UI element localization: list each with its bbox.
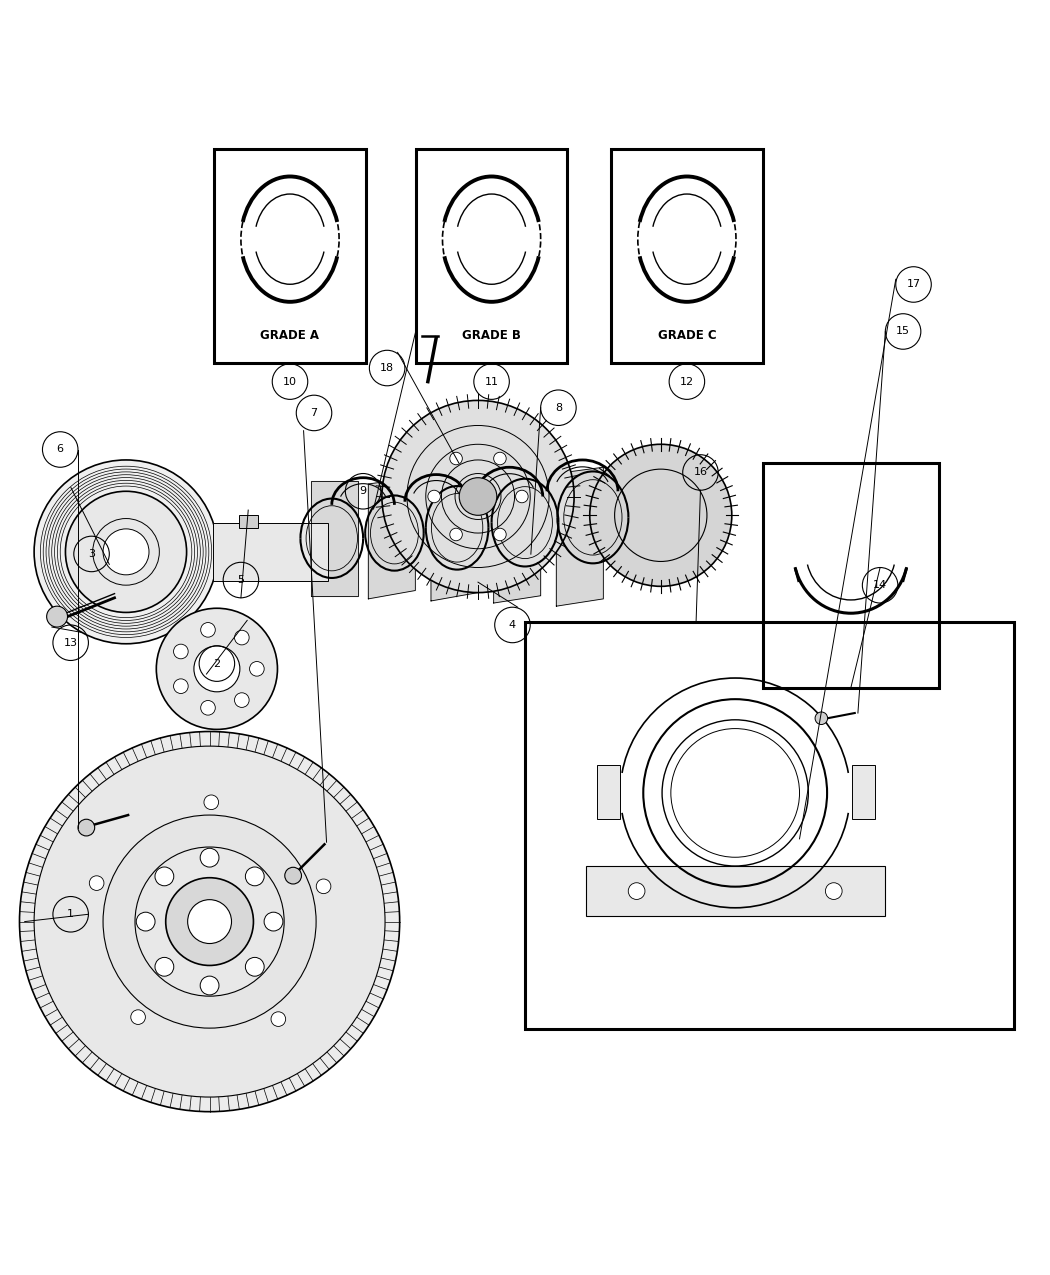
Circle shape (103, 529, 149, 575)
Bar (611, 149, 762, 363)
Text: 8: 8 (554, 403, 562, 413)
Bar (525, 622, 1014, 1029)
Circle shape (494, 528, 506, 541)
Polygon shape (430, 473, 478, 601)
Circle shape (78, 820, 94, 836)
Circle shape (46, 606, 67, 627)
Circle shape (131, 1010, 145, 1024)
Circle shape (194, 646, 239, 692)
Text: GRADE B: GRADE B (462, 329, 521, 342)
Circle shape (188, 900, 231, 944)
Circle shape (590, 444, 732, 586)
Circle shape (34, 746, 385, 1096)
Polygon shape (369, 478, 416, 599)
Circle shape (449, 528, 462, 541)
Text: 17: 17 (906, 279, 921, 289)
Circle shape (316, 878, 331, 894)
Text: 5: 5 (237, 575, 245, 585)
Text: 3: 3 (88, 550, 96, 558)
Circle shape (103, 815, 316, 1028)
Bar (416, 149, 567, 363)
Circle shape (449, 453, 462, 465)
Bar (597, 765, 621, 819)
Circle shape (20, 732, 400, 1112)
Circle shape (201, 700, 215, 715)
Text: 7: 7 (311, 408, 317, 418)
Circle shape (271, 1012, 286, 1026)
Text: 15: 15 (896, 326, 910, 337)
Text: 18: 18 (380, 363, 394, 374)
Text: 9: 9 (359, 486, 366, 496)
Circle shape (382, 400, 574, 593)
Circle shape (204, 796, 218, 810)
Text: 4: 4 (509, 620, 516, 630)
Circle shape (201, 622, 215, 638)
Circle shape (265, 912, 282, 931)
Circle shape (516, 490, 528, 502)
Polygon shape (556, 467, 604, 606)
Circle shape (155, 958, 174, 977)
Circle shape (155, 867, 174, 886)
Text: 6: 6 (57, 445, 64, 454)
Circle shape (201, 848, 219, 867)
Polygon shape (311, 481, 358, 595)
Bar (586, 866, 884, 917)
Circle shape (246, 958, 265, 977)
Circle shape (173, 678, 188, 694)
Bar (213, 523, 328, 581)
Circle shape (136, 912, 155, 931)
Text: GRADE A: GRADE A (260, 329, 319, 342)
Circle shape (459, 478, 497, 515)
Text: 12: 12 (679, 376, 694, 386)
Circle shape (250, 662, 265, 676)
Text: 13: 13 (64, 638, 78, 648)
Text: 16: 16 (693, 468, 708, 477)
Text: 2: 2 (213, 659, 220, 668)
Circle shape (156, 608, 277, 729)
Circle shape (494, 453, 506, 465)
Circle shape (628, 882, 645, 899)
Circle shape (246, 867, 265, 886)
Circle shape (166, 877, 253, 965)
Bar (763, 463, 939, 687)
Text: GRADE C: GRADE C (657, 329, 716, 342)
Circle shape (65, 491, 187, 612)
Text: 11: 11 (485, 376, 499, 386)
Bar (853, 765, 875, 819)
Circle shape (234, 630, 249, 645)
Circle shape (285, 867, 301, 884)
Text: 10: 10 (284, 376, 297, 386)
Text: 14: 14 (873, 580, 887, 590)
Circle shape (173, 644, 188, 659)
Circle shape (34, 460, 218, 644)
Polygon shape (494, 470, 541, 603)
Circle shape (815, 711, 827, 724)
Bar (214, 149, 365, 363)
Circle shape (234, 692, 249, 708)
Circle shape (89, 876, 104, 890)
Text: 1: 1 (67, 909, 75, 919)
Circle shape (825, 882, 842, 899)
Circle shape (201, 977, 219, 994)
Circle shape (135, 847, 285, 996)
Bar (238, 515, 257, 528)
Circle shape (427, 490, 440, 502)
